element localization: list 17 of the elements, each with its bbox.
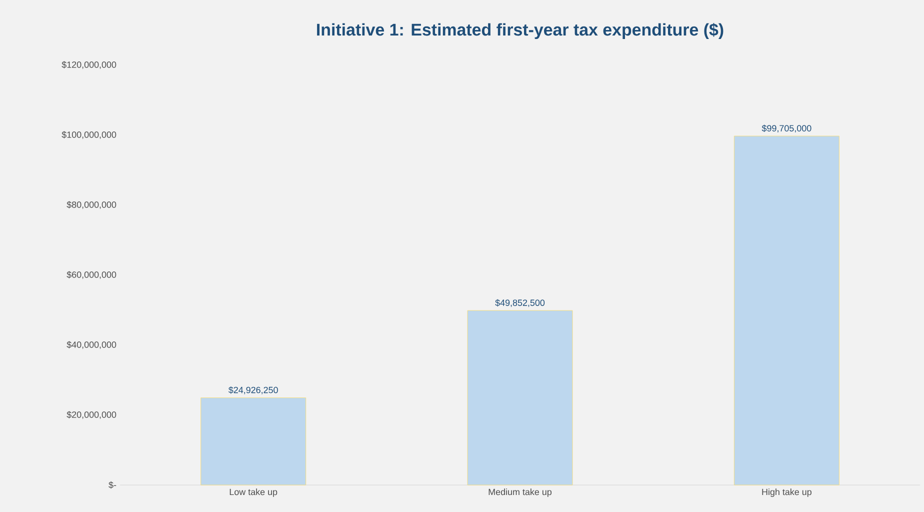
x-tick-label: Low take up — [230, 488, 278, 497]
y-tick-label: $20,000,000 — [66, 411, 116, 419]
y-tick-label: $40,000,000 — [66, 341, 116, 349]
y-tick-label: $- — [108, 481, 116, 489]
data-label: $24,926,250 — [228, 386, 278, 394]
bar — [200, 398, 306, 486]
y-tick-label: $80,000,000 — [66, 201, 116, 209]
data-label: $49,852,500 — [495, 299, 545, 307]
data-label: $99,705,000 — [762, 124, 812, 132]
y-tick-label: $120,000,000 — [62, 61, 116, 69]
chart-title: Initiative 1: Estimated first-year tax expenditure ($) — [317, 22, 724, 40]
x-tick-label: Medium take up — [488, 488, 552, 497]
y-tick-label: $100,000,000 — [62, 131, 116, 139]
y-tick-label: $60,000,000 — [66, 271, 116, 279]
bar — [467, 310, 573, 486]
bar — [734, 136, 840, 486]
x-tick-label: High take up — [762, 488, 812, 497]
